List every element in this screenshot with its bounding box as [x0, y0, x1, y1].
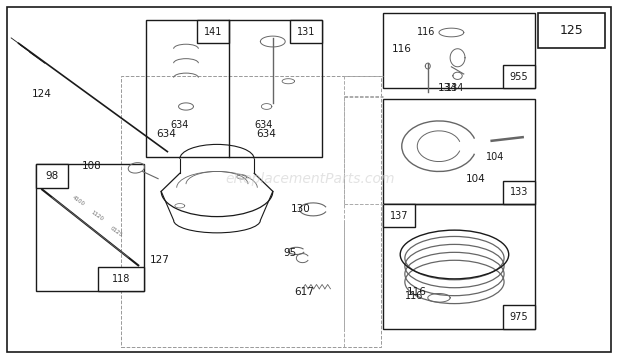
Text: 134: 134 — [438, 83, 458, 93]
Text: 116: 116 — [392, 44, 412, 54]
Bar — [383, 99, 535, 204]
Text: 4100: 4100 — [71, 195, 85, 207]
Text: 137: 137 — [390, 211, 409, 221]
Text: 617: 617 — [294, 287, 314, 297]
Bar — [383, 13, 535, 88]
Text: 1120: 1120 — [90, 210, 104, 222]
Text: 127: 127 — [150, 255, 170, 265]
Bar — [98, 267, 144, 291]
Text: 125: 125 — [560, 24, 583, 37]
Text: 118: 118 — [112, 274, 130, 284]
Bar — [197, 20, 229, 43]
Text: 130: 130 — [291, 204, 311, 214]
Bar — [146, 20, 322, 157]
Text: 124: 124 — [32, 89, 52, 99]
Text: 116: 116 — [417, 27, 436, 38]
Bar — [121, 76, 381, 347]
Text: eReplacementParts.com: eReplacementParts.com — [225, 172, 395, 186]
Text: 104: 104 — [466, 174, 486, 184]
Text: 141: 141 — [204, 27, 223, 36]
Bar — [383, 204, 415, 227]
Bar — [36, 164, 144, 291]
Text: 975: 975 — [510, 312, 528, 322]
Bar — [503, 180, 535, 204]
Text: 134: 134 — [446, 83, 465, 93]
Text: 634: 634 — [170, 119, 189, 130]
Text: 98: 98 — [45, 171, 59, 181]
Text: 131: 131 — [297, 27, 316, 36]
Bar — [503, 305, 535, 329]
Text: 95: 95 — [283, 248, 297, 258]
Bar — [290, 20, 322, 43]
Text: 955: 955 — [510, 72, 528, 82]
Text: 634: 634 — [257, 129, 277, 139]
Bar — [538, 13, 605, 48]
Text: 104: 104 — [485, 152, 504, 162]
Bar — [503, 65, 535, 88]
Bar — [36, 164, 68, 188]
Text: 108: 108 — [82, 161, 102, 171]
Text: 116: 116 — [407, 287, 427, 297]
Text: 634: 634 — [156, 129, 176, 139]
Text: 116: 116 — [405, 291, 423, 301]
Text: 0125: 0125 — [109, 225, 123, 238]
Bar — [383, 204, 535, 329]
Text: 634: 634 — [254, 119, 273, 130]
Text: 133: 133 — [510, 187, 528, 197]
